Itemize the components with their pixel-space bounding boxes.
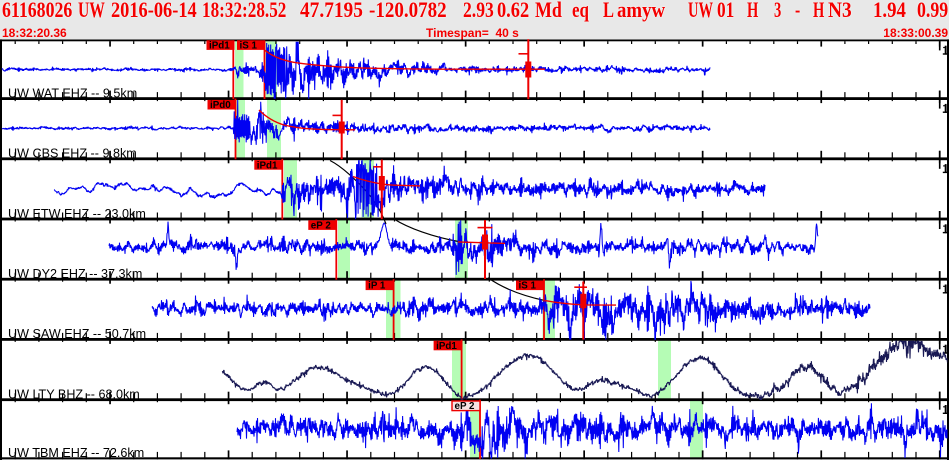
- svg-text:UW LTY BHZ -- 68.0km: UW LTY BHZ -- 68.0km: [8, 388, 140, 402]
- svg-text:UW TBM EHZ -- 72.6km: UW TBM EHZ -- 72.6km: [8, 446, 144, 460]
- svg-text:iPd1: iPd1: [257, 160, 278, 171]
- svg-text:eP 2: eP 2: [455, 401, 476, 412]
- svg-text:iPd1: iPd1: [436, 341, 457, 352]
- svg-text:iS 1: iS 1: [240, 41, 258, 52]
- svg-text:iPd0: iPd0: [210, 100, 231, 111]
- svg-text:iS 1: iS 1: [519, 281, 537, 292]
- svg-text:UW ETW EHZ -- 23.0km: UW ETW EHZ -- 23.0km: [8, 207, 146, 221]
- svg-text:UW CBS EHZ -- 9.8km: UW CBS EHZ -- 9.8km: [8, 147, 137, 161]
- svg-text:iP 1: iP 1: [368, 281, 386, 292]
- svg-text:iPd1: iPd1: [209, 41, 230, 52]
- svg-text:UW SAW EHZ -- 50.7km: UW SAW EHZ -- 50.7km: [8, 327, 146, 341]
- svg-text:eP 2: eP 2: [311, 221, 332, 232]
- svg-text:UW WAT EHZ -- 9.5km: UW WAT EHZ -- 9.5km: [8, 86, 137, 100]
- svg-text:UW DY2 EHZ -- 37.3km: UW DY2 EHZ -- 37.3km: [8, 267, 142, 281]
